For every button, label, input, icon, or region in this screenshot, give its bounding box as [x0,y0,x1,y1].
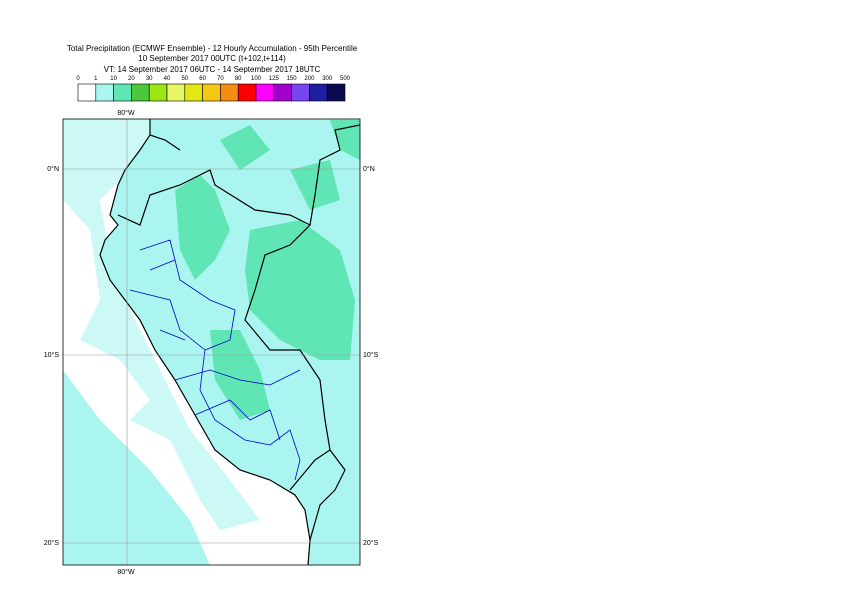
legend-label: 20 [128,76,135,82]
legend-swatch [77,83,97,102]
legend-swatch [184,83,203,102]
legend-label: 1 [94,76,98,82]
lon-label: 80°W [117,109,135,117]
legend-swatch [237,83,257,102]
lat-label: 0°N [47,165,59,173]
legend-swatch [291,83,310,102]
title: 10 September 2017 00UTC (t+102,t+114) [138,54,286,63]
legend-swatch [255,83,275,102]
legend-label: 300 [322,76,333,82]
legend-swatch [95,83,114,102]
coastline [99,119,311,566]
map-frame [62,118,361,566]
legend-swatch [273,83,292,102]
legend-label: 125 [269,76,280,82]
lat-label: 10°S [44,351,60,359]
map: 80°W 80°W 0°N 0°N 10°S 10°S 20°S 20°S [44,109,379,576]
legend-swatch [220,83,239,102]
legend-swatch [131,83,150,102]
legend: 0 1 10 20 30 40 50 60 70 80 100 125 150 200 300 500 [76,76,351,102]
country-border [117,124,361,541]
legend-swatch [113,83,132,102]
legend-swatch [326,83,346,102]
lat-label: 0°N [363,165,375,173]
legend-label: 40 [164,76,171,82]
legend-label: 0 [76,76,80,82]
region-border [129,239,301,481]
lat-label: 10°S [363,351,379,359]
lat-label: 20°S [363,539,379,547]
title: VT: 14 September 2017 06UTC - 14 Septemb… [104,65,321,74]
legend-label: 200 [304,76,315,82]
legend-label: 60 [199,76,206,82]
legend-label: 30 [146,76,153,82]
title: Total Precipitation (ECMWF Ensemble) - 1… [67,44,358,53]
ocean-precip [63,370,210,565]
legend-swatch [166,83,186,102]
legend-label: 500 [340,76,351,82]
lon-label: 80°W [117,568,135,576]
legend-swatch [148,83,168,102]
legend-label: 50 [181,76,188,82]
legend-label: 70 [217,76,224,82]
lat-label: 20°S [44,539,60,547]
legend-label: 10 [110,76,117,82]
legend-label: 80 [235,76,242,82]
legend-label: 150 [287,76,298,82]
land-precip [175,120,360,420]
legend-swatch [202,83,221,102]
legend-swatch [309,83,328,102]
ocean-precip [63,119,260,530]
legend-label: 100 [251,76,262,82]
